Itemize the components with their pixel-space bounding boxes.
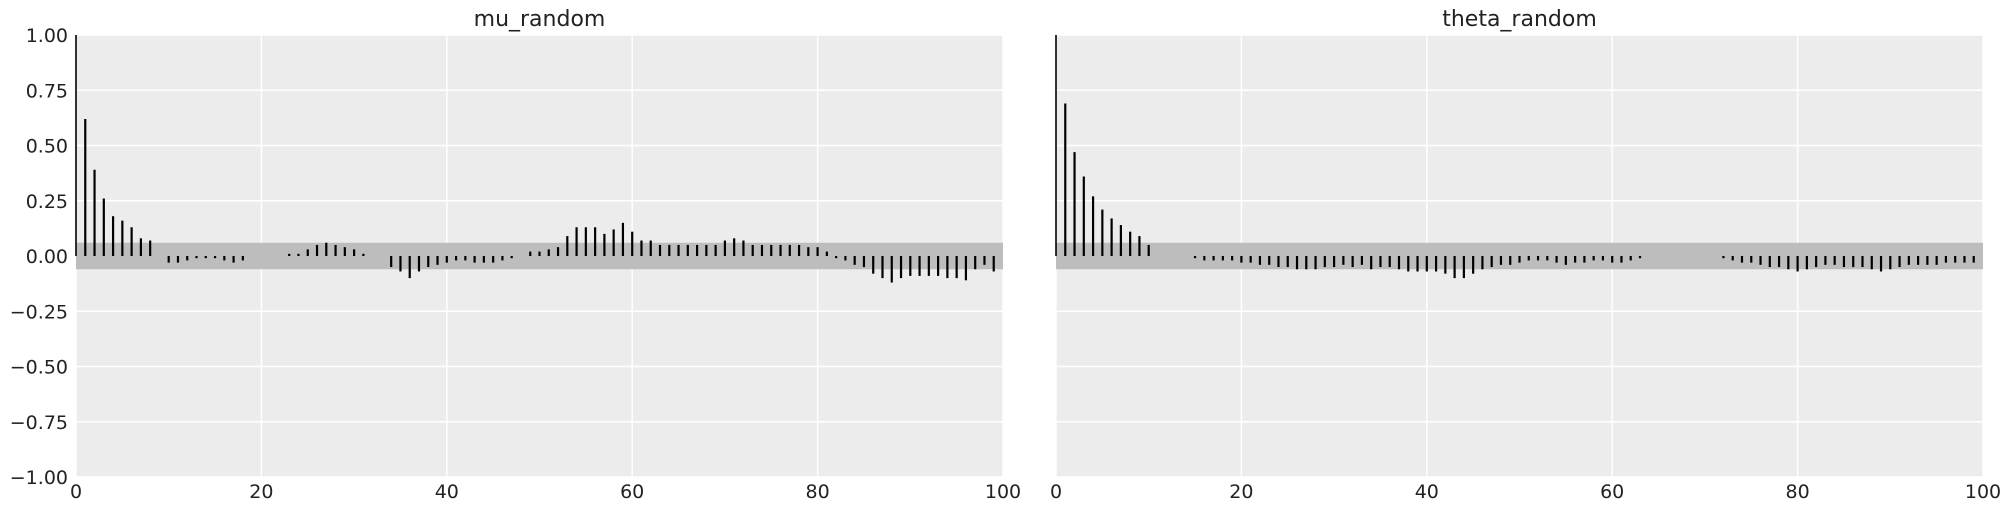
y-tick-label: 0.25: [26, 191, 68, 213]
x-tick-label: 0: [1050, 481, 1062, 503]
panel-title: theta_random: [1442, 7, 1597, 32]
x-tick-label: 20: [249, 481, 273, 503]
x-tick-label: 20: [1229, 481, 1253, 503]
y-tick-label: 0.50: [26, 136, 68, 158]
x-tick-label: 0: [70, 481, 82, 503]
x-tick-labels: 0 20 40 60 80 100: [70, 481, 1021, 503]
autocorr-stems: [1055, 35, 1975, 279]
autocorr-stems: [75, 35, 995, 283]
y-tick-label: −1.00: [10, 467, 68, 489]
x-tick-label: 80: [1786, 481, 1810, 503]
x-tick-labels: 0 20 40 60 80 100: [1050, 481, 2001, 503]
x-tick-label: 60: [1600, 481, 1624, 503]
y-tick-label: −0.75: [10, 412, 68, 434]
x-tick-label: 100: [985, 481, 1021, 503]
y-tick-label: 1.00: [26, 25, 68, 47]
y-tick-label: 0.75: [26, 80, 68, 102]
x-tick-label: 40: [1415, 481, 1439, 503]
x-tick-label: 40: [435, 481, 459, 503]
panel-title: mu_random: [474, 7, 606, 32]
y-tick-label: −0.50: [10, 357, 68, 379]
autocorr-panel-mu-random: 1.00 0.75 0.50 0.25 0.00 −0.25 −0.50 −0.75 −1.00…: [10, 7, 1021, 503]
y-tick-label: −0.25: [10, 301, 68, 323]
x-tick-label: 60: [620, 481, 644, 503]
x-tick-label: 80: [806, 481, 830, 503]
y-tick-label: 0.00: [26, 246, 68, 268]
x-tick-label: 100: [1965, 481, 2001, 503]
autocorr-panel-theta-random: 0 20 40 60 80 100 theta_random: [1050, 7, 2001, 503]
y-tick-labels: 1.00 0.75 0.50 0.25 0.00 −0.25 −0.50 −0.75 −1.00: [10, 25, 68, 489]
